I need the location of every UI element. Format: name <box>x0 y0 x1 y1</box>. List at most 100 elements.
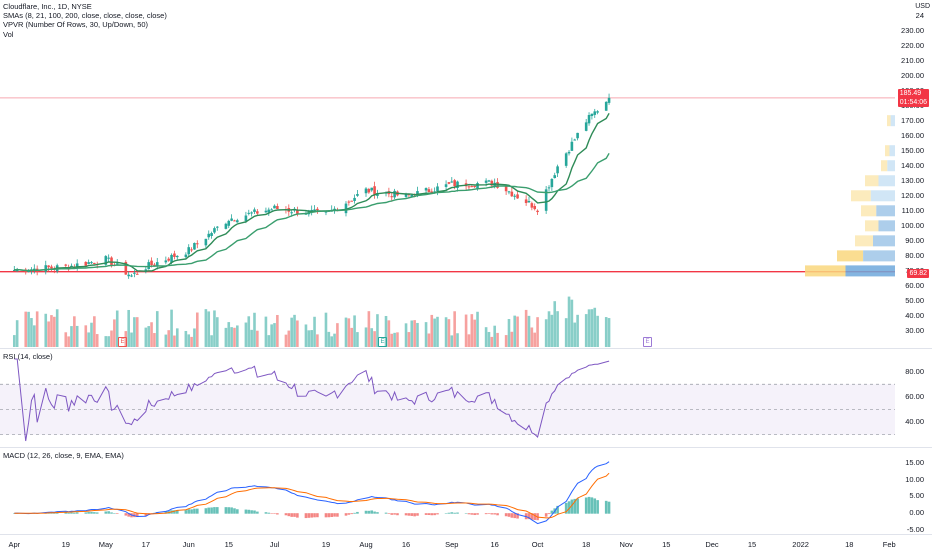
volume-bar <box>287 330 291 347</box>
price-scale-label: 220.00 <box>901 41 924 51</box>
volume-bar <box>144 327 148 347</box>
macd-histogram-bar <box>513 513 516 519</box>
candle-body <box>416 191 419 196</box>
macd-histogram-bar <box>55 512 59 514</box>
volume-bar <box>12 335 16 347</box>
candle-body <box>273 205 276 209</box>
macd-histogram-bar <box>204 508 208 514</box>
volume-bar <box>173 335 176 347</box>
macd-histogram-bar <box>570 499 574 514</box>
volume-bar <box>376 314 379 347</box>
volume-bar <box>133 317 136 347</box>
macd-histogram-bar <box>87 512 90 514</box>
candle-body <box>244 215 248 222</box>
chart-legend: Cloudflare, Inc., 1D, NYSE SMAs (8, 21, … <box>3 2 167 39</box>
macd-histogram-bar <box>353 512 356 514</box>
candle-body <box>393 190 396 198</box>
currency-label[interactable]: USD <box>915 3 930 10</box>
candle-body <box>433 191 436 193</box>
vpvr-bar <box>881 160 888 172</box>
candle-body <box>124 261 128 275</box>
candle-body <box>513 195 516 197</box>
volume-bar <box>104 336 108 347</box>
volume-bar <box>324 312 328 347</box>
macd-histogram-bar <box>64 512 68 514</box>
volume-bar <box>524 309 528 347</box>
time-axis-label: Jul <box>269 540 280 549</box>
volume-bar <box>293 314 296 347</box>
volume-bar <box>413 320 416 347</box>
macd-histogram-bar <box>12 513 16 514</box>
volume-bar <box>110 330 113 347</box>
main-chart-pane[interactable]: Cloudflare, Inc., 1D, NYSE SMAs (8, 21, … <box>0 0 932 348</box>
earnings-event-icon[interactable]: E <box>378 337 387 347</box>
macd-pane[interactable]: MACD (12, 26, close, 9, EMA, EMA) 15.00 1… <box>0 448 932 534</box>
macd-legend[interactable]: MACD (12, 26, close, 9, EMA, EMA) <box>3 451 124 460</box>
volume-bar <box>484 327 488 347</box>
candle-body <box>175 255 179 258</box>
vpvr-bar <box>837 250 864 262</box>
macd-histogram-bar <box>124 513 128 516</box>
legend-sma[interactable]: SMAs (8, 21, 100, 200, close, close, clo… <box>3 11 167 21</box>
macd-histogram-bar <box>53 512 56 514</box>
candle-body <box>130 275 133 277</box>
macd-histogram-bar <box>596 500 599 514</box>
volume-bar <box>607 318 611 347</box>
candle-body <box>530 203 534 208</box>
candle-body <box>373 186 376 196</box>
volume-bar <box>513 315 516 347</box>
rsi-scale-label: 60.00 <box>905 391 924 401</box>
rsi-legend[interactable]: RSI (14, close) <box>3 352 53 361</box>
legend-title[interactable]: Cloudflare, Inc., 1D, NYSE <box>3 2 92 11</box>
volume-bar <box>276 314 279 347</box>
macd-histogram-bar <box>413 513 416 517</box>
earnings-event-icon[interactable]: E <box>643 337 652 347</box>
time-axis-label: Oct <box>531 540 544 549</box>
candle-body <box>107 257 110 259</box>
pane-separator[interactable] <box>0 447 932 448</box>
vpvr-bar <box>851 190 871 202</box>
candle-body <box>230 218 233 221</box>
candle-body <box>447 182 451 184</box>
vpvr-bar <box>865 175 879 187</box>
candle-body <box>353 197 356 201</box>
legend-vol[interactable]: Vol <box>3 29 14 39</box>
volume-bar <box>553 301 557 347</box>
candle-body <box>564 153 568 166</box>
candle-body <box>604 101 608 111</box>
candle-body <box>167 258 171 261</box>
price-scale-label: 80.00 <box>905 251 924 261</box>
pane-separator[interactable] <box>0 348 932 349</box>
candle-body <box>376 193 379 196</box>
candle-body <box>316 208 319 211</box>
macd-histogram-bar <box>224 507 228 514</box>
time-axis-label: 16 <box>490 540 499 549</box>
rsi-pane[interactable]: RSI (14, close) 80.00 60.00 40.00 <box>0 349 932 447</box>
macd-histogram-bar <box>210 507 213 514</box>
candle-body <box>170 254 173 263</box>
volume-bar <box>476 311 479 347</box>
macd-histogram-bar <box>95 512 99 514</box>
volume-bar <box>296 320 299 347</box>
macd-histogram-bar <box>504 513 508 517</box>
legend-vpvr[interactable]: VPVR (Number Of Rows, 30, Up/Down, 50) <box>3 20 149 30</box>
time-axis-label: 15 <box>747 540 757 549</box>
macd-chart[interactable] <box>0 448 932 534</box>
time-axis-label: 18 <box>582 540 591 549</box>
time-axis-label: 15 <box>662 540 671 549</box>
earnings-event-icon[interactable]: E <box>118 337 127 347</box>
volume-bar <box>587 309 591 347</box>
volume-bar <box>35 311 39 347</box>
volume-bar <box>570 299 574 347</box>
candle-body <box>367 188 371 193</box>
volume-bar <box>213 310 216 347</box>
volume-bar <box>184 330 188 347</box>
rsi-chart[interactable] <box>0 349 932 447</box>
vpvr-bar <box>861 205 877 217</box>
price-chart[interactable] <box>0 0 932 348</box>
volume-bar <box>210 335 213 347</box>
candle-body <box>553 175 557 179</box>
macd-histogram-bar <box>430 513 434 516</box>
time-axis-label: 16 <box>401 540 411 549</box>
macd-histogram-bar <box>227 507 231 514</box>
